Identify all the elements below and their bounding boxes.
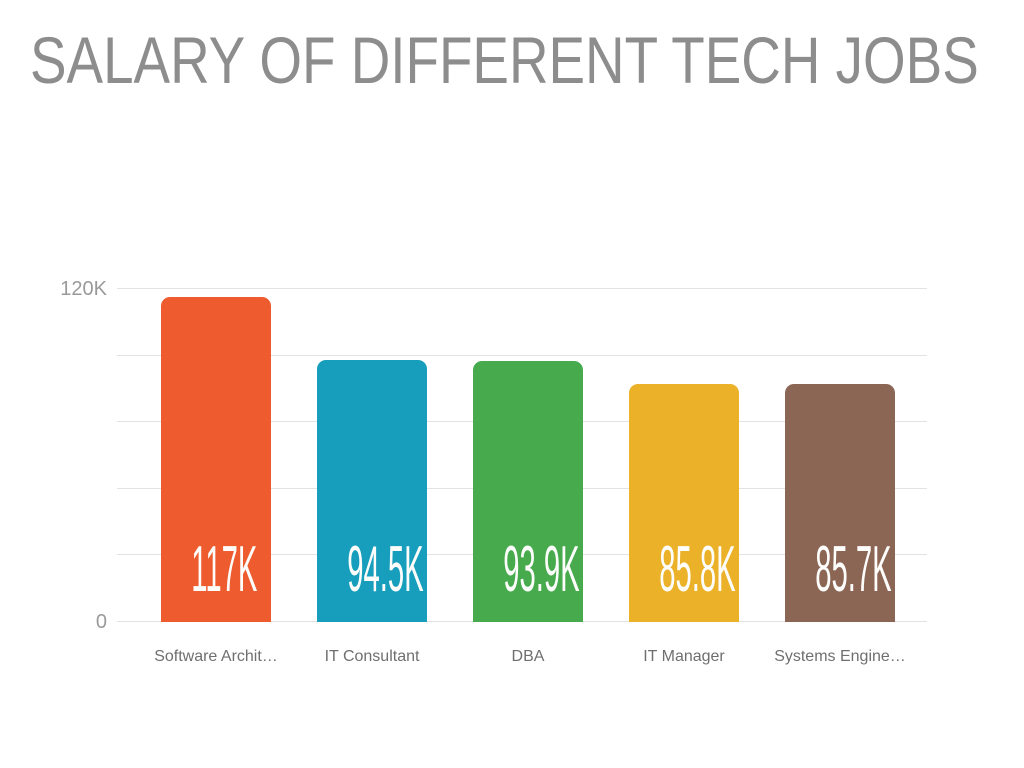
- bar-value-label: 93.9K: [503, 532, 580, 605]
- chart-title: SALARY OF DIFFERENT TECH JOBS: [30, 22, 1024, 98]
- bar-column: 94.5K: [294, 289, 450, 622]
- bar-value-label: 85.8K: [659, 532, 736, 605]
- bar-value-label: 94.5K: [347, 532, 424, 605]
- bar-value-label: 85.7K: [815, 532, 892, 605]
- category-label: IT Consultant: [324, 648, 420, 665]
- category-label: IT Manager: [643, 648, 725, 665]
- bar-2: 94.5K: [317, 359, 427, 622]
- bar-1: 117K: [161, 297, 271, 622]
- gridline: [117, 354, 927, 356]
- category-label: Software Archit…: [154, 648, 278, 665]
- bar-column: 85.8K: [606, 289, 762, 622]
- x-axis-labels: Software Archit… IT Consultant DBA IT Manag…: [138, 647, 918, 667]
- bar-value-label: 117K: [191, 532, 258, 605]
- bar-5: 85.7K: [785, 384, 895, 622]
- bar-column: 93.9K: [450, 289, 606, 622]
- chart-title-text: SALARY OF DIFFERENT TECH JOBS: [30, 23, 979, 97]
- bar-4: 85.8K: [629, 383, 739, 622]
- bar-column: 117K: [138, 289, 294, 622]
- category-label: Systems Engine…: [774, 648, 906, 665]
- bar-3: 93.9K: [473, 361, 583, 622]
- plot-area: 117K 94.5K 93.9K 85.8K 85.7K: [117, 288, 927, 622]
- bar-column: 85.7K: [762, 289, 918, 622]
- y-axis-tick-max: 120K: [60, 278, 107, 300]
- y-axis-tick-min: 0: [95, 611, 107, 633]
- gridline: [117, 288, 927, 289]
- category-label: DBA: [511, 648, 545, 665]
- bars-group: 117K 94.5K 93.9K 85.8K 85.7K: [138, 289, 918, 622]
